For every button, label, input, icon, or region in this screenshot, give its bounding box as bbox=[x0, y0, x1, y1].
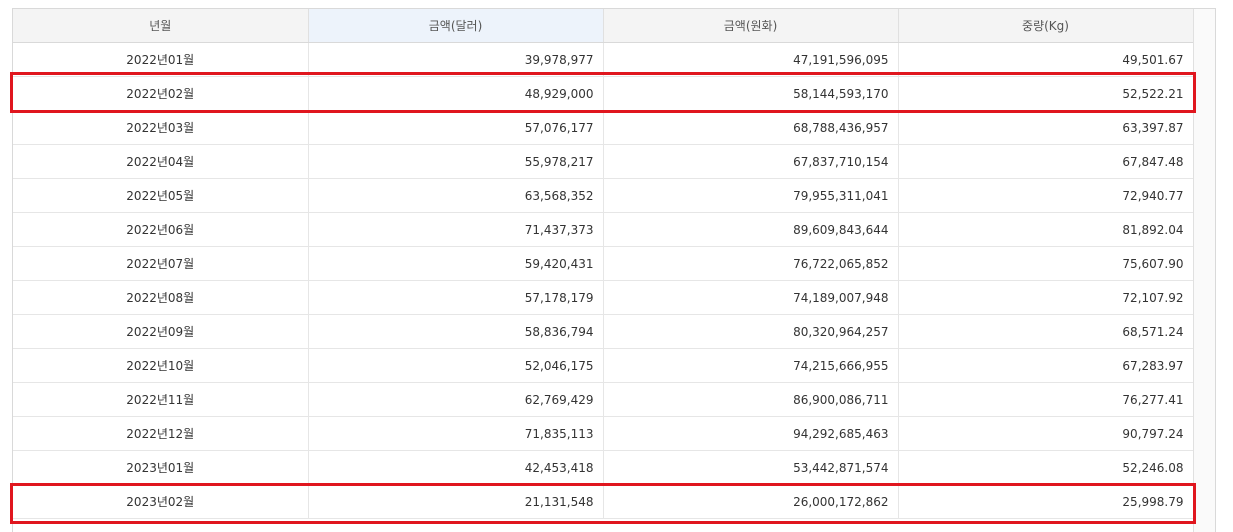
table-row[interactable]: 2022년07월 59,420,431 76,722,065,852 75,607.9… bbox=[13, 246, 1194, 281]
header-row: 년월 금액(달러) 금액(원화) 중량(Kg) bbox=[13, 9, 1194, 43]
cell-usd: 42,453,418 bbox=[308, 450, 604, 485]
cell-usd: 39,978,977 bbox=[308, 42, 604, 77]
cell-usd: 58,836,794 bbox=[308, 314, 604, 349]
cell-krw: 94,292,685,463 bbox=[603, 416, 899, 451]
table-row[interactable]: 2022년02월 48,929,000 58,144,593,170 52,522.2… bbox=[13, 76, 1194, 111]
vertical-scrollbar[interactable] bbox=[1193, 9, 1215, 532]
cell-period: 2022년01월 bbox=[13, 42, 309, 77]
cell-krw: 76,722,065,852 bbox=[603, 246, 899, 281]
cell-weight: 67,283.97 bbox=[898, 348, 1194, 383]
cell-krw: 53,442,871,574 bbox=[603, 450, 899, 485]
cell-usd: 48,929,000 bbox=[308, 76, 604, 111]
table-row[interactable]: 2022년01월 39,978,977 47,191,596,095 49,501.6… bbox=[13, 42, 1194, 77]
column-header-krw[interactable]: 금액(원화) bbox=[603, 9, 899, 43]
column-header-usd[interactable]: 금액(달러) bbox=[308, 9, 604, 43]
cell-weight: 63,397.87 bbox=[898, 110, 1194, 145]
column-header-period[interactable]: 년월 bbox=[13, 9, 309, 43]
table-row[interactable]: 2022년03월 57,076,177 68,788,436,957 63,397.8… bbox=[13, 110, 1194, 145]
cell-usd: 57,178,179 bbox=[308, 280, 604, 315]
cell-weight: 81,892.04 bbox=[898, 212, 1194, 247]
cell-weight: 72,940.77 bbox=[898, 178, 1194, 213]
cell-krw: 47,191,596,095 bbox=[603, 42, 899, 77]
cell-usd: 52,046,175 bbox=[308, 348, 604, 383]
cell-usd: 55,978,217 bbox=[308, 144, 604, 179]
cell-krw: 80,320,964,257 bbox=[603, 314, 899, 349]
cell-period: 2023년01월 bbox=[13, 450, 309, 485]
table-row[interactable]: 2022년04월 55,978,217 67,837,710,154 67,847.4… bbox=[13, 144, 1194, 179]
cell-period: 2022년11월 bbox=[13, 382, 309, 417]
cell-period: 2023년02월 bbox=[13, 484, 309, 519]
cell-period: 2022년03월 bbox=[13, 110, 309, 145]
cell-period: 2022년06월 bbox=[13, 212, 309, 247]
cell-period: 2022년04월 bbox=[13, 144, 309, 179]
cell-weight: 76,277.41 bbox=[898, 382, 1194, 417]
cell-usd: 71,437,373 bbox=[308, 212, 604, 247]
cell-weight: 72,107.92 bbox=[898, 280, 1194, 315]
table-row[interactable]: 2022년11월 62,769,429 86,900,086,711 76,277.4… bbox=[13, 382, 1194, 417]
cell-weight: 52,522.21 bbox=[898, 76, 1194, 111]
cell-krw: 74,189,007,948 bbox=[603, 280, 899, 315]
table-row[interactable]: 2022년06월 71,437,373 89,609,843,644 81,892.0… bbox=[13, 212, 1194, 247]
cell-period: 2022년08월 bbox=[13, 280, 309, 315]
cell-period: 2022년10월 bbox=[13, 348, 309, 383]
cell-period: 2022년07월 bbox=[13, 246, 309, 281]
cell-krw: 58,144,593,170 bbox=[603, 76, 899, 111]
cell-usd: 21,131,548 bbox=[308, 484, 604, 519]
table-row[interactable]: 2022년05월 63,568,352 79,955,311,041 72,940.7… bbox=[13, 178, 1194, 213]
cell-krw: 68,788,436,957 bbox=[603, 110, 899, 145]
cell-krw: 74,215,666,955 bbox=[603, 348, 899, 383]
cell-weight: 49,501.67 bbox=[898, 42, 1194, 77]
cell-usd: 57,076,177 bbox=[308, 110, 604, 145]
cell-weight: 90,797.24 bbox=[898, 416, 1194, 451]
cell-weight: 67,847.48 bbox=[898, 144, 1194, 179]
cell-weight: 68,571.24 bbox=[898, 314, 1194, 349]
cell-weight: 25,998.79 bbox=[898, 484, 1194, 519]
table-row[interactable]: 2022년10월 52,046,175 74,215,666,955 67,283.9… bbox=[13, 348, 1194, 383]
cell-period: 2022년12월 bbox=[13, 416, 309, 451]
table-row[interactable]: 2022년08월 57,178,179 74,189,007,948 72,107.9… bbox=[13, 280, 1194, 315]
cell-usd: 59,420,431 bbox=[308, 246, 604, 281]
cell-krw: 86,900,086,711 bbox=[603, 382, 899, 417]
cell-krw: 89,609,843,644 bbox=[603, 212, 899, 247]
column-header-weight[interactable]: 중량(Kg) bbox=[898, 9, 1194, 43]
cell-weight: 75,607.90 bbox=[898, 246, 1194, 281]
table-row[interactable]: 2022년12월 71,835,113 94,292,685,463 90,797.2… bbox=[13, 416, 1194, 451]
cell-weight: 52,246.08 bbox=[898, 450, 1194, 485]
table-row[interactable]: 2022년09월 58,836,794 80,320,964,257 68,571.2… bbox=[13, 314, 1194, 349]
trade-table: 년월 금액(달러) 금액(원화) 중량(Kg) 2022년01월 39,978,9… bbox=[13, 9, 1194, 519]
cell-period: 2022년02월 bbox=[13, 76, 309, 111]
cell-usd: 63,568,352 bbox=[308, 178, 604, 213]
data-grid: 년월 금액(달러) 금액(원화) 중량(Kg) 2022년01월 39,978,9… bbox=[12, 8, 1216, 532]
cell-krw: 79,955,311,041 bbox=[603, 178, 899, 213]
table-row[interactable]: 2023년01월 42,453,418 53,442,871,574 52,246.0… bbox=[13, 450, 1194, 485]
cell-usd: 62,769,429 bbox=[308, 382, 604, 417]
table-row[interactable]: 2023년02월 21,131,548 26,000,172,862 25,998.7… bbox=[13, 484, 1194, 519]
cell-krw: 26,000,172,862 bbox=[603, 484, 899, 519]
cell-krw: 67,837,710,154 bbox=[603, 144, 899, 179]
cell-period: 2022년05월 bbox=[13, 178, 309, 213]
cell-period: 2022년09월 bbox=[13, 314, 309, 349]
cell-usd: 71,835,113 bbox=[308, 416, 604, 451]
